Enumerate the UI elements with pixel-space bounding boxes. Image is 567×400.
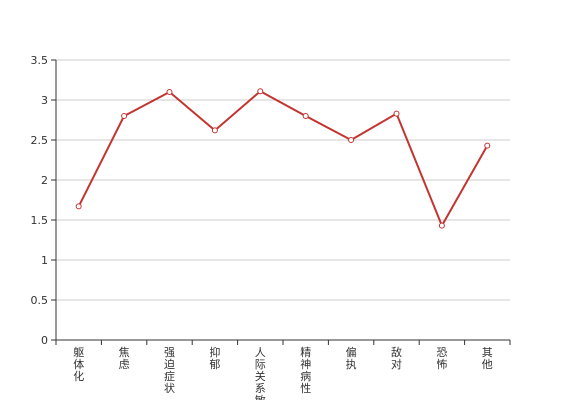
y-tick-label: 0 [41, 334, 48, 347]
data-point [484, 142, 491, 149]
x-tick-label: 人际关系敏感 [255, 346, 266, 400]
data-point [302, 113, 309, 119]
data-point [121, 113, 128, 119]
y-tick-label: 2.5 [31, 134, 49, 147]
series-layer [75, 88, 491, 229]
y-tick-label: 2 [41, 174, 48, 187]
data-point [257, 88, 264, 95]
data-point [438, 222, 445, 229]
series-line [77, 90, 489, 227]
x-tick-label: 偏执 [346, 345, 357, 371]
y-tick-label: 1 [41, 254, 48, 267]
x-tick-label: 精神病性 [300, 346, 311, 395]
x-tick-label: 躯体化 [73, 346, 84, 383]
data-point [393, 110, 400, 117]
x-tick-label: 其他 [482, 346, 493, 371]
y-tick-label: 3.5 [31, 54, 49, 67]
y-tick-label: 3 [41, 94, 48, 107]
data-point [166, 89, 173, 95]
x-tick-label: 抑郁 [209, 345, 220, 371]
x-tick-label: 强迫症状 [164, 346, 175, 395]
data-point [211, 127, 218, 134]
data-point [348, 137, 355, 143]
grid-layer [56, 59, 510, 301]
y-tick-label: 0.5 [31, 294, 49, 307]
data-point [75, 203, 82, 210]
y-tick-label: 1.5 [31, 214, 49, 227]
x-tick-label: 恐怖 [436, 346, 447, 371]
x-tick-label: 敌对 [391, 345, 402, 371]
x-tick-label: 焦虑 [119, 346, 130, 371]
axis-layer: 0 0.5 1 1.5 2 2.5 3 3.5 躯体化 焦虑 强迫症状 抑郁 人际关系敏感 精神病性 偏执 敌… [31, 54, 511, 400]
